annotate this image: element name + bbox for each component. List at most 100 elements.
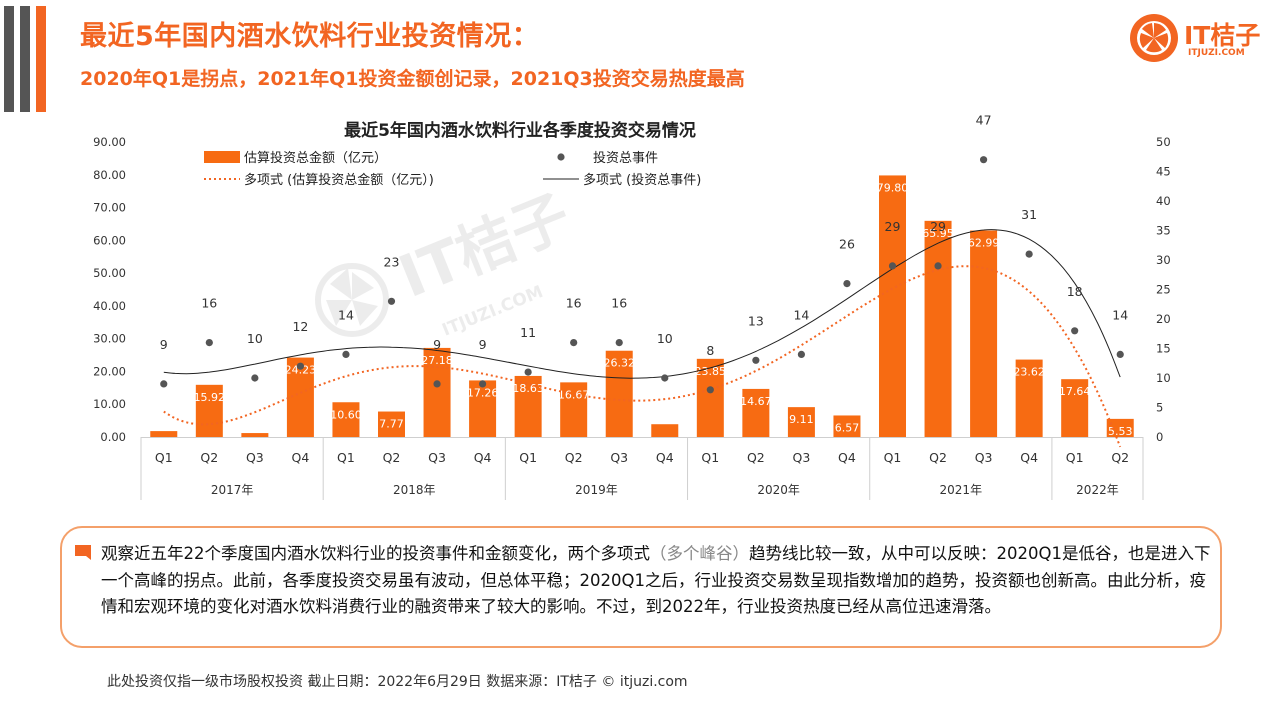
summary-text-part-1: 观察近五年22个季度国内酒水饮料行业的投资事件和金额变化，两个多项式 [101, 544, 650, 563]
event-dot [1116, 350, 1124, 358]
watermark: IT桔子 ITJUZI.COM [315, 182, 580, 341]
event-value-label: 10 [247, 331, 263, 346]
y-right-tick-label: 25 [1156, 283, 1171, 297]
bar-value-label: 17.64 [1059, 385, 1091, 398]
dots-layer: 9 16 10 12 14 23 9 9 11 16 16 10 8 13 14 26 29 29 47 31 18 14 [160, 113, 1128, 394]
bar-value-label: 65.95 [922, 227, 954, 240]
event-value-label: 23 [384, 254, 400, 269]
bar [332, 402, 360, 437]
x-tick-label: Q3 [246, 450, 264, 465]
event-dot [296, 362, 305, 370]
x-tick-label: Q2 [929, 450, 947, 465]
event-value-label: 9 [160, 337, 168, 352]
x-tick-label: Q1 [519, 450, 537, 465]
event-value-label: 47 [976, 113, 992, 128]
legend-label: 投资总事件 [593, 150, 658, 166]
bar-value-label: 62.99 [968, 237, 1000, 250]
event-dot [752, 356, 760, 364]
event-dot [979, 156, 988, 164]
watermark-text: IT桔子 [390, 182, 580, 311]
y-right-tick-label: 50 [1156, 135, 1171, 149]
event-dot [1025, 250, 1033, 258]
legend-label: 估算投资总金额（亿元） [244, 150, 387, 166]
bar [150, 431, 178, 437]
bar [286, 357, 314, 437]
event-dot [615, 339, 623, 347]
x-tick-label: Q4 [474, 450, 492, 465]
event-dot [251, 374, 259, 382]
y-left-tick-label: 30.00 [93, 332, 126, 346]
x-tick-label: Q4 [838, 450, 856, 465]
y-left-tick-label: 70.00 [93, 201, 126, 215]
orange-logo-icon [1130, 14, 1178, 62]
bar [651, 424, 679, 437]
x-tick-label: Q1 [337, 450, 355, 465]
x-tick-label: Q3 [428, 450, 446, 465]
event-value-label: 16 [201, 296, 217, 311]
bar-value-label: 5.53 [1108, 425, 1133, 438]
bar-value-label: 24.23 [285, 364, 317, 377]
event-dot [387, 297, 396, 305]
event-dot [570, 339, 578, 347]
x-tick-label: Q4 [656, 450, 674, 465]
year-group-label: 2021年 [940, 483, 983, 497]
bar-value-label: 18.63 [512, 382, 544, 395]
bar [423, 347, 451, 437]
event-value-label: 16 [566, 296, 582, 311]
event-dot [843, 280, 851, 288]
x-tick-label: Q3 [793, 450, 811, 465]
event-value-label: 14 [793, 307, 809, 322]
y-right-tick-label: 10 [1156, 371, 1171, 385]
bar-value-label: 23.62 [1013, 366, 1045, 379]
page-subtitle: 2020年Q1是拐点，2021年Q1投资金额创记录，2021Q3投资交易热度最高 [80, 68, 745, 90]
event-dot [661, 374, 669, 382]
event-dot [342, 350, 350, 358]
year-group-label: 2020年 [757, 483, 800, 497]
event-dot [205, 339, 213, 347]
year-group-label: 2017年 [211, 483, 254, 497]
bar [970, 230, 998, 437]
bar [469, 380, 497, 437]
summary-text-muted: （多个峰谷） [650, 544, 749, 563]
legend-dot-swatch [557, 153, 565, 161]
event-dot [934, 262, 942, 270]
bar-value-label: 14.67 [740, 395, 772, 408]
event-dot [797, 350, 806, 358]
bar-value-label: 7.77 [379, 418, 404, 431]
x-tick-label: Q3 [975, 450, 993, 465]
legend-label: 多项式 (投资总事件) [583, 172, 701, 188]
side-bar-dark-2 [20, 6, 30, 112]
bar [605, 350, 633, 437]
bar [787, 407, 815, 437]
event-dot [524, 368, 532, 376]
y-left-tick-label: 80.00 [93, 168, 126, 182]
event-value-label: 16 [611, 296, 627, 311]
x-tick-label: Q2 [565, 450, 583, 465]
x-tick-label: Q2 [1111, 450, 1129, 465]
side-bar-orange [36, 6, 46, 112]
event-value-label: 12 [292, 319, 308, 334]
bar [742, 388, 770, 437]
chart-area: IT桔子 ITJUZI.COM 0.00 10.00 20.00 30.00 40.00… [93, 113, 1171, 500]
event-value-label: 9 [433, 337, 441, 352]
bar [1106, 418, 1134, 437]
event-value-label: 29 [930, 219, 946, 234]
y-right-tick-label: 30 [1156, 253, 1171, 267]
bar-value-label: 26.32 [603, 357, 635, 370]
logo-url: ITJUZI.COM [1188, 48, 1245, 58]
bar [514, 375, 542, 437]
bar-value-label: 15.92 [194, 391, 226, 404]
x-tick-label: Q1 [1066, 450, 1084, 465]
events-trend-line [163, 229, 1121, 379]
y-left-tick-label: 40.00 [93, 299, 126, 313]
event-value-label: 13 [748, 313, 764, 328]
trends-layer [163, 229, 1122, 448]
bar-value-label: 79.80 [877, 181, 909, 194]
y-left-tick-label: 10.00 [93, 397, 126, 411]
legend-label: 多项式 (估算投资总金额（亿元）) [244, 172, 434, 188]
bar [1015, 359, 1043, 437]
brand-logo: IT桔子 ITJUZI.COM [1128, 12, 1268, 62]
bar-value-label: 9.11 [789, 413, 814, 426]
bar [924, 220, 952, 437]
